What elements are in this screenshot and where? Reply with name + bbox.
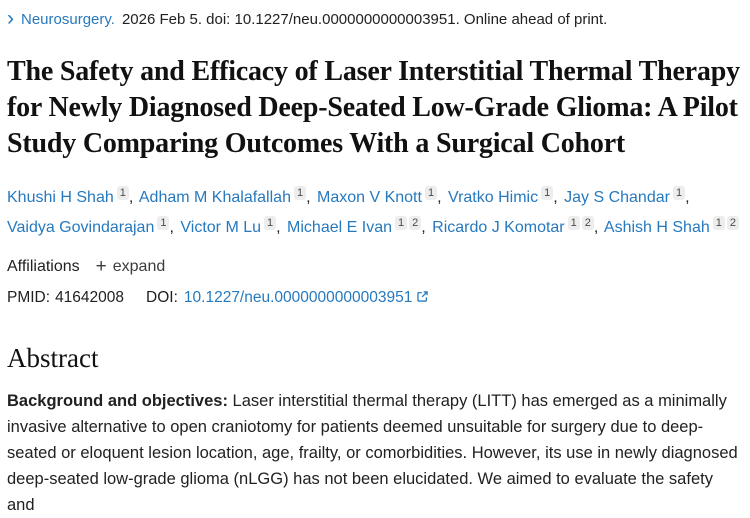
citation-text: 2026 Feb 5. doi: 10.1227/neu.00000000000… — [121, 11, 608, 28]
author: Ricardo J Komotar 1 2, — [432, 215, 600, 236]
author: Vratko Himic 1, — [447, 185, 560, 206]
author-separator: , — [685, 189, 690, 206]
author: Maxon V Knott 1, — [317, 185, 444, 206]
journal-citation-line: › Neurosurgery. 2026 Feb 5. doi: 10.1227… — [7, 7, 742, 30]
author-link[interactable]: Vaidya Govindarajan — [7, 219, 155, 236]
affiliation-superscript[interactable]: 1 — [293, 185, 307, 200]
expand-affiliations-button[interactable]: + expand — [96, 256, 166, 278]
author-link[interactable]: Maxon V Knott — [317, 189, 422, 206]
article-title: The Safety and Efficacy of Laser Interst… — [7, 56, 740, 159]
external-link-icon — [416, 288, 429, 310]
author-link[interactable]: Adham M Khalafallah — [138, 189, 291, 206]
affiliation-superscript[interactable]: 1 — [394, 215, 408, 230]
doi-label: DOI: — [146, 289, 178, 306]
affiliation-superscript[interactable]: 2 — [409, 215, 422, 230]
author: Jay S Chandar 1, — [564, 185, 691, 206]
author-link[interactable]: Victor M Lu — [180, 219, 262, 236]
doi-value: 10.1227/neu.0000000000003951 — [183, 289, 413, 306]
author-separator: , — [553, 189, 558, 206]
chevron-right-icon[interactable]: › — [7, 7, 14, 30]
author: Victor M Lu 1, — [180, 215, 282, 236]
author: Khushi H Shah 1, — [7, 185, 135, 206]
pmid-label: PMID: — [7, 289, 51, 306]
author-separator: , — [437, 189, 442, 206]
author-separator: , — [421, 219, 426, 236]
affiliation-superscript[interactable]: 1 — [157, 215, 170, 230]
affiliation-superscript[interactable]: 1 — [567, 215, 580, 230]
expand-label: expand — [112, 258, 166, 275]
affiliations-row: Affiliations + expand — [7, 256, 742, 278]
author: Michael E Ivan 1 2, — [287, 215, 428, 236]
author: Adham M Khalafallah 1, — [138, 185, 313, 206]
author-separator: , — [169, 219, 174, 236]
author-link[interactable]: Khushi H Shah — [7, 189, 114, 206]
pmid-value: 41642008 — [55, 289, 125, 306]
doi-group: DOI: 10.1227/neu.0000000000003951 — [146, 287, 429, 309]
author-link[interactable]: Ricardo J Komotar — [432, 219, 565, 236]
abstract-heading: Abstract — [7, 343, 99, 373]
author-separator: , — [593, 219, 599, 236]
author: Vaidya Govindarajan 1, — [7, 215, 176, 236]
journal-link[interactable]: Neurosurgery. — [21, 11, 115, 28]
plus-icon: + — [95, 256, 107, 277]
author-separator: , — [276, 219, 281, 236]
author: Ashish H Shah 1 2 — [603, 215, 739, 236]
affiliation-superscript[interactable]: 1 — [672, 185, 686, 200]
abstract-text: Laser interstitial thermal therapy (LITT… — [7, 392, 738, 514]
abstract-paragraph: Background and objectives: Laser interst… — [7, 388, 742, 518]
author-link[interactable]: Ashish H Shah — [603, 219, 710, 236]
affiliation-superscript[interactable]: 1 — [424, 185, 438, 200]
affiliations-label: Affiliations — [7, 258, 80, 275]
affiliation-superscript[interactable]: 2 — [581, 215, 594, 230]
affiliation-superscript[interactable]: 1 — [712, 215, 725, 230]
affiliation-superscript[interactable]: 2 — [726, 215, 739, 230]
author-link[interactable]: Michael E Ivan — [287, 219, 392, 236]
affiliation-superscript[interactable]: 1 — [116, 185, 129, 200]
identifiers-row: PMID: 41642008 DOI: 10.1227/neu.00000000… — [7, 287, 742, 309]
abstract-section-label: Background and objectives: — [7, 392, 228, 410]
author-separator: , — [306, 189, 311, 206]
author-separator: , — [128, 189, 134, 206]
affiliation-superscript[interactable]: 1 — [541, 185, 554, 200]
authors-list: Khushi H Shah 1, Adham M Khalafallah 1, Ma… — [7, 183, 742, 243]
author-link[interactable]: Jay S Chandar — [564, 189, 670, 206]
doi-link[interactable]: 10.1227/neu.0000000000003951 — [184, 287, 429, 309]
author-link[interactable]: Vratko Himic — [447, 189, 539, 206]
affiliation-superscript[interactable]: 1 — [264, 215, 277, 230]
